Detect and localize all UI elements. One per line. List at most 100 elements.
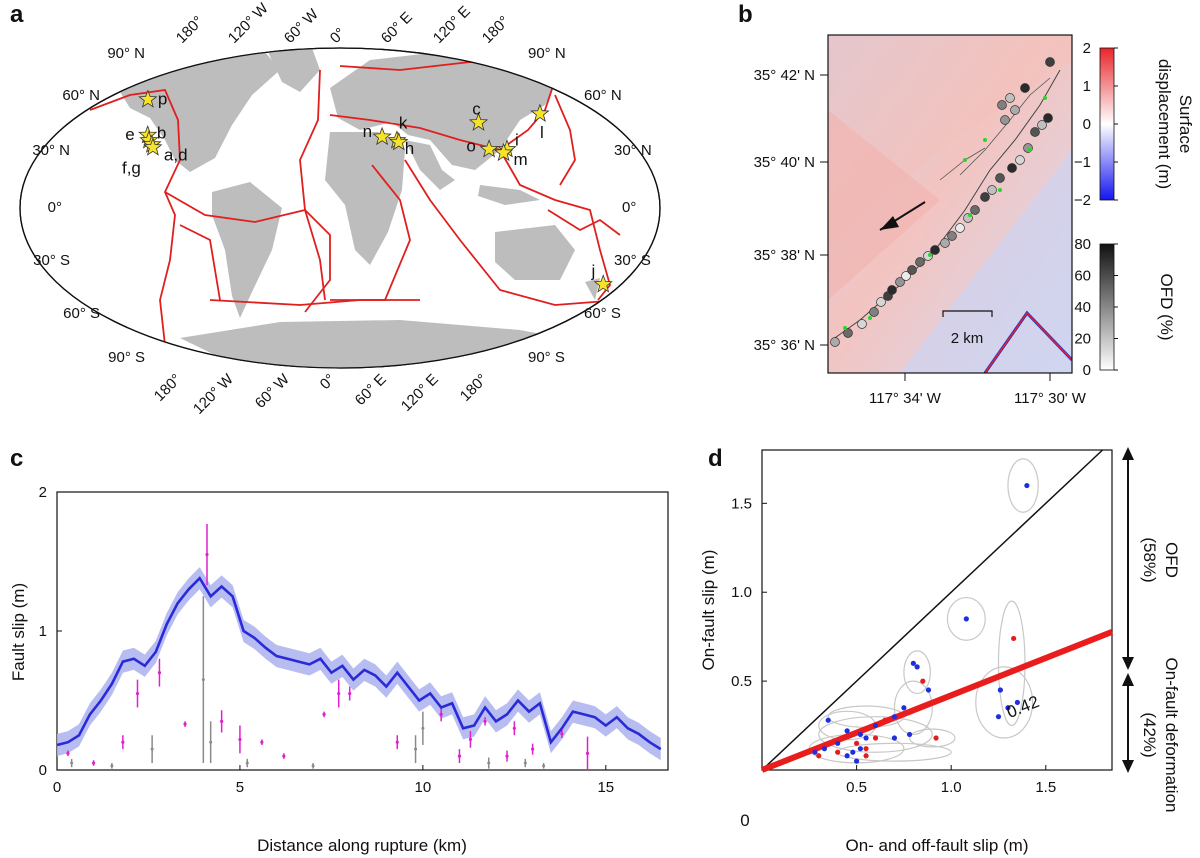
ofd-dot — [907, 265, 917, 275]
colorbar-tick-label: −2 — [1074, 192, 1091, 209]
lat-label-right: 90° S — [528, 349, 565, 366]
colorbar-tick-label: 0 — [1083, 362, 1091, 379]
red-point — [882, 717, 888, 723]
ofd-dot — [1020, 83, 1030, 93]
magenta-point — [505, 754, 509, 758]
y-tick-label: 1.5 — [731, 495, 752, 512]
event-label: n — [363, 122, 372, 141]
blue-point — [901, 705, 907, 711]
lon-label-top: 180° — [173, 13, 207, 47]
panel-b-lon-labels: 117° 34' W 117° 30' W — [869, 373, 1087, 407]
lat-label-left: 0° — [48, 199, 62, 216]
gray-point — [245, 761, 249, 765]
blue-point — [850, 749, 856, 755]
lon-label-bottom: 0° — [317, 371, 339, 393]
event-label: k — [399, 113, 408, 132]
blue-point — [825, 717, 831, 723]
ofd-dot — [997, 100, 1007, 110]
slip-x-axis-label: Distance along rupture (km) — [257, 836, 467, 855]
scale-bar: 2 km — [942, 310, 993, 347]
x-tick-label: 1.5 — [1035, 779, 1056, 796]
ofd-dot — [1043, 113, 1053, 123]
lat-label-left: 60° S — [63, 305, 100, 322]
event-label: p — [158, 90, 167, 109]
event-label: o — [466, 136, 475, 155]
ofd-dot — [970, 205, 980, 215]
lon-label: 117° 30' W — [1014, 390, 1087, 407]
green-marker — [1028, 148, 1032, 152]
ofd-dot — [895, 277, 905, 287]
ofd-dot — [1015, 155, 1025, 165]
colorbar-tick-label: 2 — [1083, 40, 1091, 57]
magenta-point — [395, 740, 399, 744]
event-label: j — [590, 261, 595, 280]
red-point — [933, 735, 939, 741]
scale-bar-label: 2 km — [951, 330, 984, 347]
fit-line — [760, 629, 1114, 773]
green-marker — [868, 316, 872, 320]
y-tick-label: 1 — [39, 623, 47, 640]
blue-point — [863, 735, 869, 741]
colorbar-tick-label: 1 — [1083, 78, 1091, 95]
plate-boundaries — [89, 61, 621, 346]
gray-point — [70, 761, 74, 765]
lon-label-bottom: 180° — [457, 371, 491, 405]
event-star — [530, 103, 550, 123]
ofd-dots — [830, 57, 1055, 347]
ofd-dot — [987, 185, 997, 195]
blue-point — [997, 687, 1003, 693]
x-tick-label: 15 — [597, 779, 614, 796]
uncertainty-ellipse — [908, 728, 956, 748]
ofd-dot — [869, 307, 879, 317]
lon-label-bottom: 180° — [151, 371, 185, 405]
lon-label: 117° 34' W — [869, 390, 942, 407]
magenta-point — [183, 722, 187, 726]
event-star — [138, 89, 158, 108]
colorbar-tick-label: 80 — [1074, 236, 1091, 253]
magenta-point — [238, 737, 242, 742]
lat-label-left: 30° S — [33, 252, 70, 269]
gray-point — [150, 747, 154, 751]
magenta-point — [260, 740, 264, 744]
magenta-point — [439, 712, 443, 717]
blue-point — [844, 728, 850, 734]
lon-label-bottom: 120° W — [190, 370, 238, 418]
gray-point — [487, 761, 491, 765]
lat-label-right: 90° N — [528, 45, 566, 62]
ofd-dot — [995, 173, 1005, 183]
red-point — [1011, 635, 1017, 642]
gray-point — [311, 764, 315, 768]
ofd-dot — [901, 271, 911, 281]
ofd-dot — [915, 257, 925, 267]
event-star — [372, 126, 392, 146]
blue-point — [812, 749, 818, 755]
ofd-dot — [1010, 105, 1020, 115]
ofd-dot — [940, 238, 950, 248]
scatter-ellipses — [808, 458, 1039, 764]
lat-label: 35° 42' N — [754, 67, 815, 84]
lon-label-top: 60° W — [281, 5, 323, 47]
panel-label-c: c — [10, 445, 23, 472]
magenta-point — [220, 719, 224, 723]
event-star — [143, 137, 163, 156]
green-marker — [843, 326, 847, 330]
magenta-point — [531, 747, 535, 751]
latitude-labels-left: 90° N 60° N 30° N 0° 30° S 60° S 90° S — [32, 45, 145, 366]
red-point — [863, 746, 869, 752]
magenta-point — [585, 751, 590, 755]
lat-label-left: 90° N — [107, 45, 145, 62]
lat-label: 35° 40' N — [754, 154, 815, 171]
uncertainty-ellipse — [975, 666, 1034, 739]
red-point — [835, 749, 841, 755]
uncertainty-ellipse — [818, 716, 933, 753]
colorbar-tick-label: 60 — [1074, 268, 1091, 285]
lon-label-top: 0° — [327, 25, 349, 47]
displacement-map: 2 km 35° 42' N 35° 40' N 35° 38' N 35° 36' … — [754, 34, 1195, 407]
colorbar-tick-label: 20 — [1074, 331, 1091, 348]
ofd-dot — [857, 319, 867, 329]
magenta-point — [560, 732, 564, 736]
magenta-point — [512, 726, 516, 730]
colorbar-tick-label: −1 — [1074, 154, 1091, 171]
blue-point — [1024, 482, 1030, 489]
